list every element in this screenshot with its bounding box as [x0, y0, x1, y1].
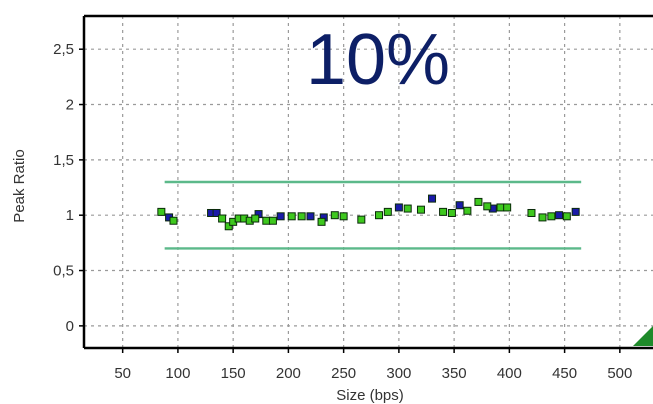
- y-axis-ticks: 0 0,5 1 1,5 2 2,5: [53, 41, 84, 335]
- data-point: [157, 207, 166, 216]
- x-tick-label: 100: [165, 365, 190, 382]
- x-tick-label: 250: [331, 365, 356, 382]
- data-point: [416, 205, 425, 214]
- x-tick-label: 500: [607, 365, 632, 382]
- data-point: [268, 216, 277, 225]
- data-point: [339, 212, 348, 221]
- y-tick-label: 2,5: [53, 41, 74, 58]
- data-point: [455, 201, 464, 210]
- data-point: [276, 212, 285, 221]
- data-point: [403, 204, 412, 213]
- data-point: [251, 214, 260, 223]
- corner-marker-icon: [633, 326, 653, 346]
- x-tick-label: 400: [497, 365, 522, 382]
- y-tick-label: 2: [66, 97, 74, 114]
- x-tick-label: 300: [386, 365, 411, 382]
- data-point: [262, 216, 271, 225]
- threshold-lines: [164, 180, 582, 250]
- data-point: [169, 216, 178, 225]
- data-point: [428, 194, 437, 203]
- x-tick-label: 200: [276, 365, 301, 382]
- data-point: [474, 197, 483, 206]
- data-points: [157, 194, 580, 231]
- data-point: [357, 215, 366, 224]
- x-axis-ticks: 50 100 150 200 250 300 350 400 450 500: [114, 348, 632, 382]
- chart-title: 10%: [306, 20, 450, 100]
- y-tick-label: 0,5: [53, 263, 74, 280]
- data-point: [555, 211, 564, 220]
- y-tick-label: 1,5: [53, 152, 74, 169]
- y-tick-label: 0: [66, 318, 74, 335]
- data-point: [447, 208, 456, 217]
- data-point: [463, 206, 472, 215]
- data-point: [547, 212, 556, 221]
- data-point: [483, 202, 492, 211]
- y-axis-label: Peak Ratio: [11, 149, 28, 222]
- data-point: [383, 207, 392, 216]
- data-point: [503, 203, 512, 212]
- x-tick-label: 50: [114, 365, 131, 382]
- x-tick-label: 350: [442, 365, 467, 382]
- data-point: [527, 208, 536, 217]
- y-tick-label: 1: [66, 207, 74, 224]
- data-point: [317, 217, 326, 226]
- plot-frame: [82, 14, 653, 350]
- data-point: [538, 213, 547, 222]
- data-point: [562, 212, 571, 221]
- data-point: [571, 207, 580, 216]
- data-point: [212, 208, 221, 217]
- data-point: [287, 212, 296, 221]
- x-axis-label: Size (bps): [336, 387, 404, 404]
- data-point: [394, 203, 403, 212]
- data-point: [330, 211, 339, 220]
- data-point: [439, 207, 448, 216]
- data-series: [165, 194, 580, 222]
- data-point: [218, 214, 227, 223]
- data-series: [157, 197, 571, 231]
- data-point: [224, 222, 233, 231]
- x-tick-label: 150: [221, 365, 246, 382]
- x-tick-label: 450: [552, 365, 577, 382]
- data-point: [496, 203, 505, 212]
- data-point: [374, 211, 383, 220]
- data-point: [297, 212, 306, 221]
- data-point: [306, 212, 315, 221]
